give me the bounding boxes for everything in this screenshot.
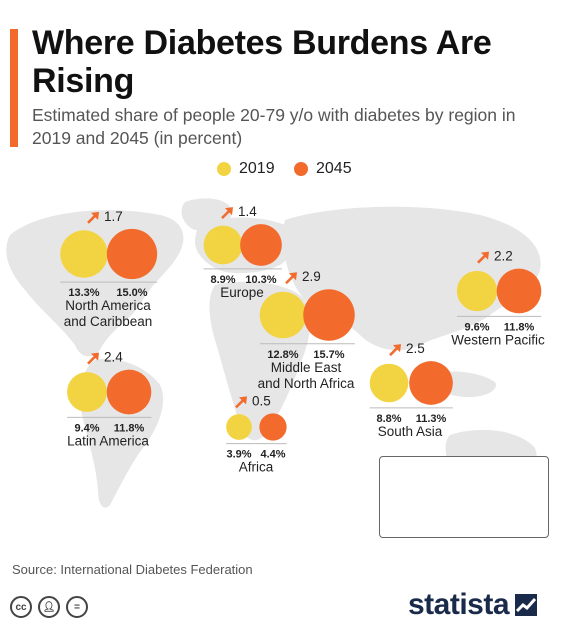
bubble-2019-latin-america (67, 372, 107, 412)
value-label-2019-south-asia: 8.8% (376, 413, 401, 425)
change-label-north-america-and-caribbean: 1.7 (104, 209, 123, 224)
bubble-2019-western-pacific (456, 270, 498, 312)
accent-bar (10, 29, 18, 147)
value-label-2045-middle-east-and-north-africa: 15.7% (313, 349, 344, 361)
legend: 2019 2045 (0, 160, 563, 184)
value-label-2045-south-asia: 11.3% (416, 413, 447, 425)
value-label-2019-middle-east-and-north-africa: 12.8% (267, 349, 298, 361)
region-name-africa: Africa (239, 460, 274, 475)
region-name-latin-america: Latin America (67, 433, 149, 448)
region-name-europe: Europe (220, 285, 264, 300)
bubble-2045-africa (259, 413, 287, 441)
bubble-2019-middle-east-and-north-africa (259, 291, 307, 339)
nd-icon: = (66, 596, 88, 618)
license-icons: cc 👤︎ = (10, 596, 88, 618)
bubble-2045-south-asia (409, 361, 453, 405)
value-label-2045-western-pacific: 11.8% (504, 321, 535, 333)
bubble-2045-western-pacific (496, 268, 542, 314)
brand-name: statista (408, 588, 510, 621)
region-name-middle-east-and-north-africa: Middle East (271, 360, 342, 375)
value-label-2045-north-america-and-caribbean: 15.0% (116, 287, 147, 299)
legend-swatch-2045 (294, 162, 308, 176)
bubble-2019-north-america-and-caribbean (60, 230, 108, 278)
source-note: Source: International Diabetes Federatio… (12, 562, 253, 577)
region-name-south-asia: South Asia (378, 424, 443, 439)
increase-arrow-icon (87, 352, 99, 365)
chart-subtitle: Estimated share of people 20-79 y/o with… (32, 105, 516, 148)
region-name-north-america-and-caribbean: North America (65, 298, 151, 313)
value-label-2019-north-america-and-caribbean: 13.3% (68, 287, 99, 299)
bubble-2019-south-asia (369, 363, 409, 403)
change-label-middle-east-and-north-africa: 2.9 (302, 269, 321, 284)
change-label-western-pacific: 2.2 (494, 249, 513, 264)
legend-label-2045: 2045 (316, 160, 352, 177)
change-label-europe: 1.4 (238, 204, 257, 219)
increase-arrow-icon (285, 272, 297, 285)
region-name-north-america-and-caribbean: and Caribbean (64, 314, 153, 329)
value-label-2019-africa: 3.9% (226, 449, 251, 461)
value-label-2019-latin-america: 9.4% (74, 422, 99, 434)
legend-item-2019: 2019 (217, 160, 275, 178)
change-label-latin-america: 2.4 (104, 350, 123, 365)
value-label-2045-africa: 4.4% (260, 449, 285, 461)
increase-arrow-icon (87, 211, 99, 224)
bubble-2045-middle-east-and-north-africa (303, 289, 355, 341)
legend-swatch-2019 (217, 162, 231, 176)
increase-arrow-icon (221, 207, 233, 220)
bubble-2045-latin-america (106, 369, 152, 415)
value-label-2019-western-pacific: 9.6% (464, 321, 489, 333)
region-name-western-pacific: Western Pacific (451, 332, 545, 347)
cc-icon: cc (10, 596, 32, 618)
increase-arrow-icon (235, 396, 247, 409)
bubble-2045-north-america-and-caribbean (106, 228, 158, 280)
bubble-2019-europe (203, 225, 243, 265)
change-label-africa: 0.5 (252, 393, 271, 408)
by-icon: 👤︎ (38, 596, 60, 618)
value-label-2019-europe: 8.9% (210, 274, 235, 286)
increase-arrow-icon (477, 251, 489, 264)
increase-arrow-icon (389, 344, 401, 357)
chart-title: Where Diabetes Burdens Are Rising (32, 24, 492, 100)
legend-item-2045: 2045 (294, 160, 352, 178)
legend-label-2019: 2019 (239, 160, 275, 177)
value-label-2045-latin-america: 11.8% (114, 422, 145, 434)
value-label-2045-europe: 10.3% (245, 274, 276, 286)
statista-mark-icon (515, 594, 538, 616)
region-name-middle-east-and-north-africa: and North Africa (258, 376, 355, 391)
change-label-south-asia: 2.5 (406, 341, 425, 356)
total-box (379, 456, 549, 538)
bubble-2019-africa (226, 414, 252, 440)
statista-logo: statista (408, 588, 538, 622)
bubble-2045-europe (240, 224, 282, 266)
